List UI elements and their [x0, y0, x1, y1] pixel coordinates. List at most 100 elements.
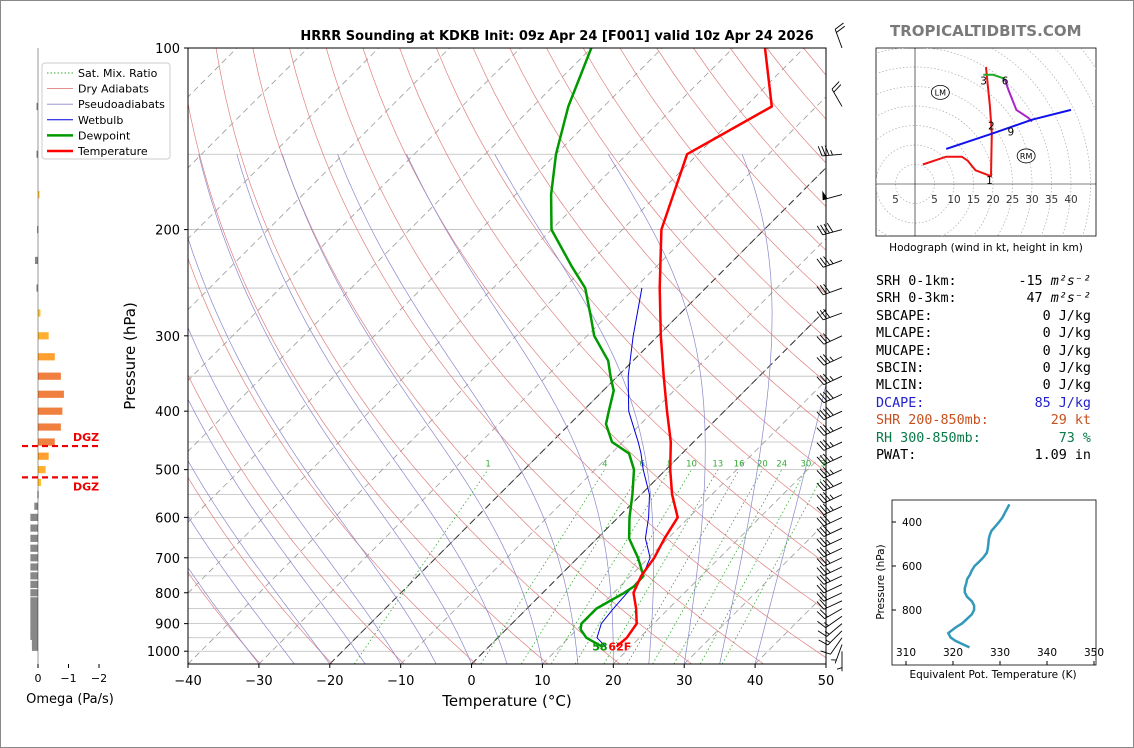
barb-feather	[819, 565, 828, 575]
stat-label: MLCAPE:	[876, 326, 933, 342]
barb-feather	[822, 453, 831, 462]
storm-motion-label: RM	[1020, 152, 1033, 161]
barb-feather	[819, 310, 827, 319]
barb-half-feather	[829, 506, 834, 511]
legend-entry: Sat. Mix. Ratio	[78, 67, 158, 80]
pseudoadiabat	[607, 154, 706, 664]
barb-half-feather	[829, 469, 834, 474]
omega-bar	[30, 627, 38, 635]
y-axis-label: Pressure (hPa)	[121, 302, 139, 410]
barb-half-feather	[829, 259, 834, 264]
dry-adiabat	[188, 101, 549, 664]
barb-feather	[819, 591, 828, 601]
mixing-ratio-label: 16	[734, 460, 745, 470]
wind-barb	[816, 308, 843, 321]
barb-feather	[819, 574, 828, 584]
barb-feather	[816, 258, 824, 268]
stats-panel: SRH 0-1km: -15 m²s⁻² SRH 0-3km: 47 m²s⁻²…	[876, 273, 1091, 464]
isotherm	[188, 48, 309, 169]
barb-feather	[823, 308, 831, 318]
mixing-ratio-label: 30	[800, 460, 811, 470]
barb-feather	[816, 427, 825, 436]
stat-row: SHR 200-850mb: 29 kt	[876, 412, 1091, 429]
hodograph-segment-9-12km	[945, 108, 1072, 150]
barb-staff	[830, 637, 843, 655]
x-axis-label: Temperature (°C)	[441, 692, 571, 710]
barb-half-feather	[825, 639, 831, 643]
pseudoadiabat	[337, 154, 579, 664]
x-tick-label: −40	[174, 674, 201, 689]
isotherm	[188, 48, 521, 382]
omega-bar	[30, 603, 38, 611]
barb-half-feather	[826, 559, 831, 564]
barb-feather	[822, 503, 831, 513]
omega-bar	[38, 478, 42, 487]
y-tick-label: 800	[155, 587, 180, 602]
wetbulb-line	[596, 287, 651, 648]
barb-feather	[819, 493, 828, 502]
wind-barb	[816, 467, 843, 479]
wind-barb	[816, 503, 843, 516]
mixing-ratio-line	[699, 469, 807, 664]
omega-bar	[30, 580, 38, 589]
wind-barb	[817, 145, 843, 157]
dry-adiabat	[215, 48, 621, 664]
wind-barb	[816, 256, 843, 268]
legend: Sat. Mix. Ratio Dry Adiabats Pseudoadiabat…	[41, 62, 171, 160]
barb-feather	[820, 650, 831, 655]
barb-feather	[816, 548, 825, 558]
dry-adiabat	[509, 48, 826, 428]
omega-panel: 0 −1 −2 Omega (Pa/s) DGZ DGZ	[22, 48, 114, 707]
wind-barb	[817, 615, 843, 629]
barb-feather	[819, 334, 828, 344]
wind-barb	[816, 491, 843, 504]
hodograph-height-label: 6	[1002, 76, 1009, 88]
wind-barb	[818, 630, 843, 646]
barb-feather	[819, 468, 828, 477]
barb-half-feather	[826, 549, 831, 555]
pseudoadiabat	[188, 515, 295, 664]
wind-barb	[831, 644, 843, 664]
omega-bar	[38, 353, 55, 361]
omega-tick-label: −2	[91, 672, 107, 685]
barb-feather	[822, 525, 831, 534]
wind-barb	[816, 514, 843, 527]
barb-feather	[819, 425, 828, 435]
stat-row: SRH 0-3km: 47 m²s⁻²	[876, 290, 1091, 307]
omega-bar	[38, 438, 55, 446]
isotherm	[613, 450, 826, 664]
zero-isotherm	[471, 308, 826, 664]
theta-e-x-tick-label: 350	[1084, 647, 1104, 659]
y-tick-label: 700	[155, 552, 180, 567]
barb-feather	[819, 257, 827, 267]
barb-feather	[819, 599, 828, 609]
stat-value: 0 J/kg	[1042, 378, 1091, 394]
barb-half-feather	[830, 150, 833, 156]
isotherm	[188, 48, 734, 594]
hodograph-ring-label: 5	[892, 194, 899, 206]
mixing-ratio-line	[673, 469, 783, 664]
barb-feather	[826, 390, 834, 399]
wind-barb	[822, 190, 843, 201]
surface-dewpoint-label: 58	[592, 641, 607, 654]
barb-half-feather	[829, 441, 834, 447]
x-tick-label: 50	[818, 674, 835, 689]
dry-adiabat	[582, 48, 826, 339]
barb-feather	[816, 593, 825, 602]
hodograph-ring-label: 10	[947, 194, 960, 206]
theta-e-y-axis-label: Pressure (hPa)	[875, 544, 887, 619]
barb-feather	[822, 439, 831, 448]
omega-bar	[36, 102, 38, 111]
hodograph-ring-label: 5	[931, 194, 938, 206]
stat-value: 0 J/kg	[1042, 343, 1091, 359]
wind-barb	[816, 599, 843, 610]
hodograph-segment-6-9km	[1003, 78, 1033, 123]
theta-e-x-tick-label: 320	[943, 647, 963, 659]
barb-feather	[816, 456, 825, 465]
wind-barb	[816, 556, 843, 567]
barb-feather	[816, 558, 825, 567]
mixing-ratio-label: 4	[602, 460, 607, 470]
barb-feather	[826, 222, 834, 233]
omega-bar	[31, 638, 38, 646]
barb-feather	[820, 224, 827, 235]
